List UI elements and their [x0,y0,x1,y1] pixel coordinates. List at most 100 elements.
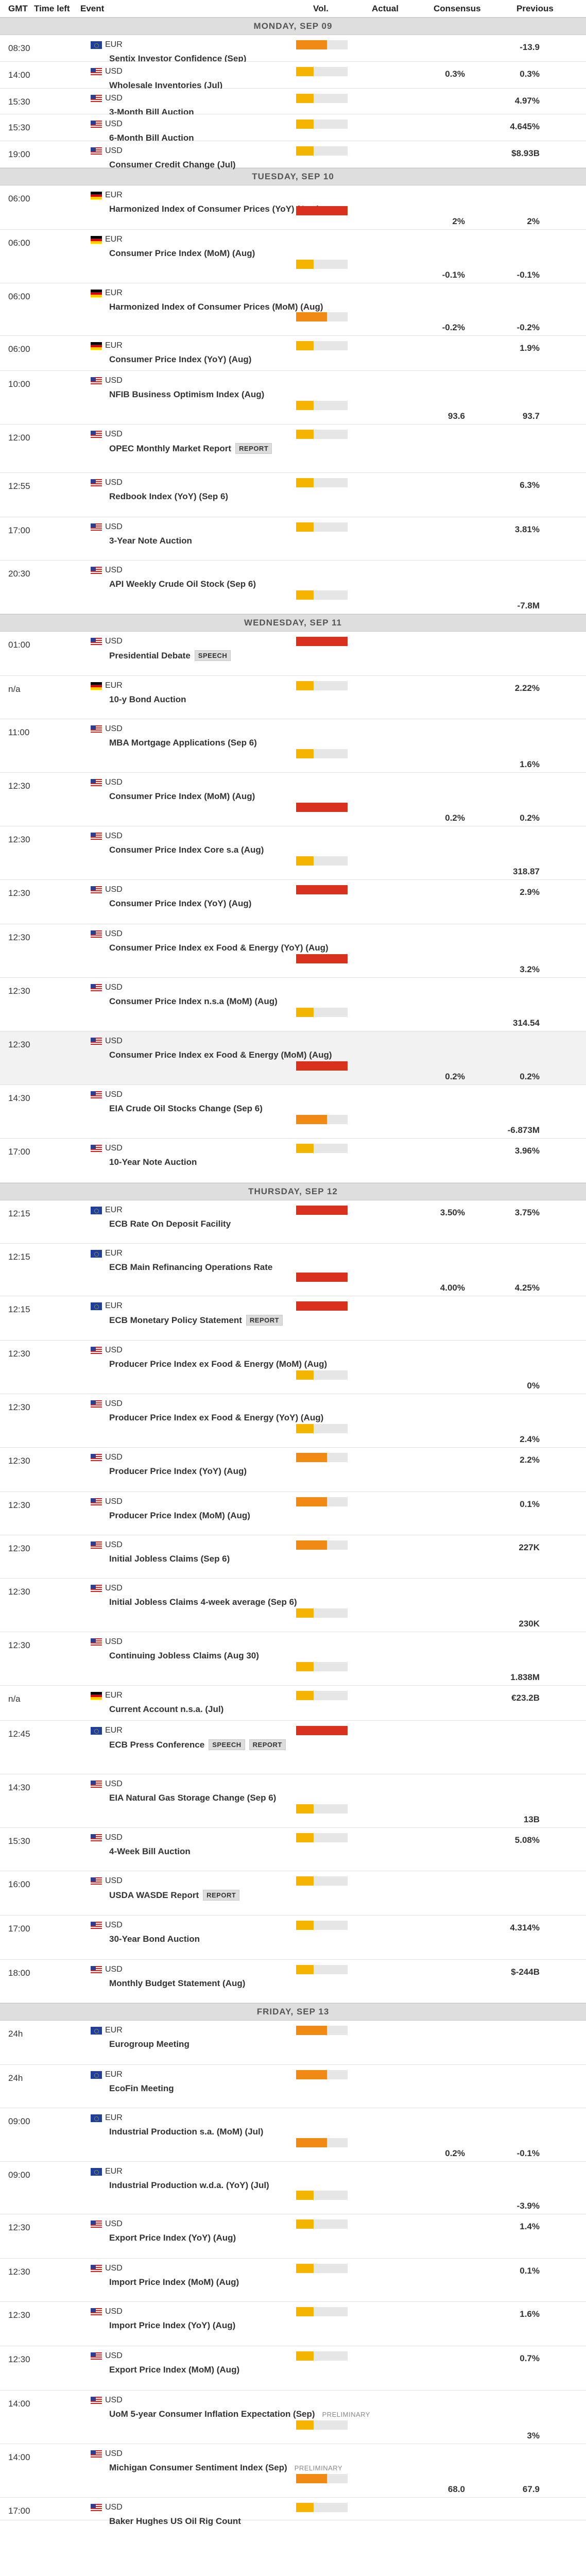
event-title[interactable]: Presidential Debate [109,650,191,660]
event-row[interactable]: 12:55 USD Redbook Index (YoY) (Sep 6) 6.3% [0,473,586,517]
event-name[interactable]: Consumer Price Index (YoY) (Aug) [109,899,251,909]
event-title[interactable]: Consumer Price Index (YoY) (Aug) [109,899,252,908]
event-name[interactable]: ECB Rate On Deposit Facility [109,1219,231,1229]
event-title[interactable]: Consumer Price Index (YoY) (Aug) [109,354,252,364]
event-row[interactable]: 12:15 EUR ECB Main Refinancing Operations … [0,1244,586,1296]
event-row[interactable]: 12:30 USD Initial Jobless Claims (Sep 6) 22… [0,1535,586,1579]
event-name[interactable]: Import Price Index (YoY) (Aug) [109,2320,235,2331]
event-title[interactable]: Harmonized Index of Consumer Prices (MoM… [109,302,323,312]
event-row[interactable]: n/a EUR Current Account n.s.a. (Jul) €23.2B [0,1686,586,1721]
col-time-left[interactable]: Time left [34,3,70,13]
event-row[interactable]: 15:30 USD 3-Month Bill Auction 4.97% [0,89,586,117]
event-row[interactable]: 12:15 EUR ECB Rate On Deposit Facility 3.50… [0,1200,586,1244]
event-row[interactable]: 12:30 USD Export Price Index (YoY) (Aug) 1.… [0,2214,586,2259]
event-row[interactable]: 12:30 USD Consumer Price Index ex Food & E… [0,924,586,978]
event-title[interactable]: Export Price Index (YoY) (Aug) [109,2233,236,2243]
event-name[interactable]: UoM 5-year Consumer Inflation Expectatio… [109,2409,373,2419]
event-name[interactable]: Continuing Jobless Claims (Aug 30) [109,1651,259,1661]
event-title[interactable]: Import Price Index (YoY) (Aug) [109,2320,236,2330]
event-row[interactable]: 24h EUR EcoFin Meeting [0,2065,586,2108]
event-name[interactable]: Harmonized Index of Consumer Prices (MoM… [109,302,323,312]
event-row[interactable]: 14:00 USD UoM 5-year Consumer Inflation Ex… [0,2391,586,2444]
event-name[interactable]: Current Account n.s.a. (Jul) [109,1704,223,1715]
event-row[interactable]: 09:00 EUR Industrial Production w.d.a. (Yo… [0,2162,586,2214]
event-row[interactable]: 15:30 USD 4-Week Bill Auction 5.08% [0,1828,586,1871]
event-name[interactable]: Producer Price Index (MoM) (Aug) [109,1511,250,1521]
event-title[interactable]: Consumer Price Index Core s.a (Aug) [109,845,264,855]
event-row[interactable]: 10:00 USD NFIB Business Optimism Index (Au… [0,371,586,425]
event-row[interactable]: 17:00 USD 30-Year Bond Auction 4.314% [0,1916,586,1960]
event-title[interactable]: 4-Week Bill Auction [109,1846,191,1856]
event-name[interactable]: ECB Press Conference SPEECH REPORT [109,1739,286,1750]
event-row[interactable]: 14:00 USD Wholesale Inventories (Jul) 0.3% 0… [0,62,586,90]
event-title[interactable]: Initial Jobless Claims (Sep 6) [109,1554,230,1564]
event-row[interactable]: 12:30 USD Producer Price Index ex Food & E… [0,1394,586,1448]
event-name[interactable]: Producer Price Index (YoY) (Aug) [109,1466,247,1477]
event-row[interactable]: 01:00 USD Presidential Debate SPEECH [0,632,586,676]
event-name[interactable]: OPEC Monthly Market Report REPORT [109,443,272,454]
event-name[interactable]: Import Price Index (MoM) (Aug) [109,2277,239,2287]
event-title[interactable]: Consumer Price Index (MoM) (Aug) [109,248,255,258]
event-title[interactable]: Import Price Index (MoM) (Aug) [109,2277,239,2287]
event-name[interactable]: NFIB Business Optimism Index (Aug) [109,389,264,400]
event-name[interactable]: EIA Crude Oil Stocks Change (Sep 6) [109,1104,263,1114]
event-title[interactable]: API Weekly Crude Oil Stock (Sep 6) [109,579,256,589]
event-row[interactable]: 18:00 USD Monthly Budget Statement (Aug) $-… [0,1960,586,2003]
event-name[interactable]: MBA Mortgage Applications (Sep 6) [109,738,257,748]
event-title[interactable]: Consumer Credit Change (Jul) [109,160,236,170]
event-row[interactable]: 14:30 USD EIA Natural Gas Storage Change (… [0,1774,586,1828]
event-row[interactable]: 12:45 EUR ECB Press Conference SPEECH REPORT [0,1721,586,1774]
event-name[interactable]: ECB Monetary Policy Statement REPORT [109,1315,283,1326]
event-name[interactable]: Presidential Debate SPEECH [109,650,231,661]
event-title[interactable]: Continuing Jobless Claims (Aug 30) [109,1651,259,1660]
event-row[interactable]: 15:30 USD 6-Month Bill Auction 4.645% [0,114,586,143]
event-title[interactable]: Producer Price Index ex Food & Energy (Y… [109,1413,324,1422]
event-title[interactable]: Industrial Production w.d.a. (YoY) (Jul) [109,2180,269,2190]
event-title[interactable]: USDA WASDE Report [109,1890,199,1900]
event-title[interactable]: Michigan Consumer Sentiment Index (Sep) [109,2463,287,2472]
event-row[interactable]: 12:30 USD Initial Jobless Claims 4-week av… [0,1579,586,1632]
event-name[interactable]: Redbook Index (YoY) (Sep 6) [109,492,228,502]
event-row[interactable]: 14:00 USD Michigan Consumer Sentiment Inde… [0,2444,586,2498]
event-row[interactable]: 17:00 USD Baker Hughes US Oil Rig Count [0,2498,586,2526]
event-title[interactable]: Consumer Price Index ex Food & Energy (Y… [109,943,329,953]
event-row[interactable]: 12:30 USD Consumer Price Index n.s.a (MoM)… [0,978,586,1031]
event-row[interactable]: 12:30 USD Producer Price Index (MoM) (Aug)… [0,1492,586,1535]
event-title[interactable]: NFIB Business Optimism Index (Aug) [109,389,265,399]
event-row[interactable]: 12:00 USD OPEC Monthly Market Report REPORT [0,425,586,473]
event-row[interactable]: 12:30 USD Consumer Price Index (MoM) (Aug)… [0,773,586,826]
event-name[interactable]: Consumer Price Index n.s.a (MoM) (Aug) [109,996,278,1007]
event-name[interactable]: Consumer Price Index (MoM) (Aug) [109,248,255,259]
event-name[interactable]: Harmonized Index of Consumer Prices (YoY… [109,204,320,214]
event-name[interactable]: Producer Price Index ex Food & Energy (Y… [109,1413,323,1423]
event-title[interactable]: EIA Natural Gas Storage Change (Sep 6) [109,1793,277,1803]
event-title[interactable]: Sentix Investor Confidence (Sep) [109,54,247,63]
event-title[interactable]: 6-Month Bill Auction [109,133,194,143]
event-row[interactable]: 06:00 EUR Consumer Price Index (MoM) (Aug)… [0,230,586,283]
event-name[interactable]: Producer Price Index ex Food & Energy (M… [109,1359,327,1369]
event-row[interactable]: 12:30 USD Consumer Price Index ex Food & E… [0,1031,586,1085]
event-name[interactable]: Export Price Index (MoM) (Aug) [109,2365,239,2375]
event-title[interactable]: ECB Press Conference [109,1739,205,1750]
event-title[interactable]: ECB Monetary Policy Statement [109,1315,242,1325]
event-title[interactable]: MBA Mortgage Applications (Sep 6) [109,738,257,748]
event-title[interactable]: 10-y Bond Auction [109,694,186,704]
event-title[interactable]: UoM 5-year Consumer Inflation Expectatio… [109,2409,315,2419]
event-title[interactable]: Initial Jobless Claims 4-week average (S… [109,1597,297,1607]
event-title[interactable]: EIA Crude Oil Stocks Change (Sep 6) [109,1104,263,1113]
event-name[interactable]: USDA WASDE Report REPORT [109,1890,240,1901]
event-title[interactable]: Consumer Price Index n.s.a (MoM) (Aug) [109,996,278,1006]
event-name[interactable]: Initial Jobless Claims (Sep 6) [109,1554,230,1564]
event-name[interactable]: Eurogroup Meeting [109,2039,189,2049]
event-name[interactable]: Consumer Price Index (YoY) (Aug) [109,354,251,365]
event-row[interactable]: n/a EUR 10-y Bond Auction 2.22% [0,676,586,719]
event-row[interactable]: 06:00 EUR Harmonized Index of Consumer Pri… [0,185,586,230]
event-title[interactable]: Baker Hughes US Oil Rig Count [109,2516,241,2526]
event-name[interactable]: Industrial Production w.d.a. (YoY) (Jul) [109,2180,269,2191]
event-row[interactable]: 12:30 USD Consumer Price Index (YoY) (Aug)… [0,880,586,924]
event-row[interactable]: 12:30 USD Export Price Index (MoM) (Aug) 0.… [0,2346,586,2391]
event-name[interactable]: Initial Jobless Claims 4-week average (S… [109,1597,297,1607]
event-name[interactable]: 3-Year Note Auction [109,536,192,546]
event-name[interactable]: API Weekly Crude Oil Stock (Sep 6) [109,579,256,589]
event-title[interactable]: Consumer Price Index (MoM) (Aug) [109,791,255,801]
